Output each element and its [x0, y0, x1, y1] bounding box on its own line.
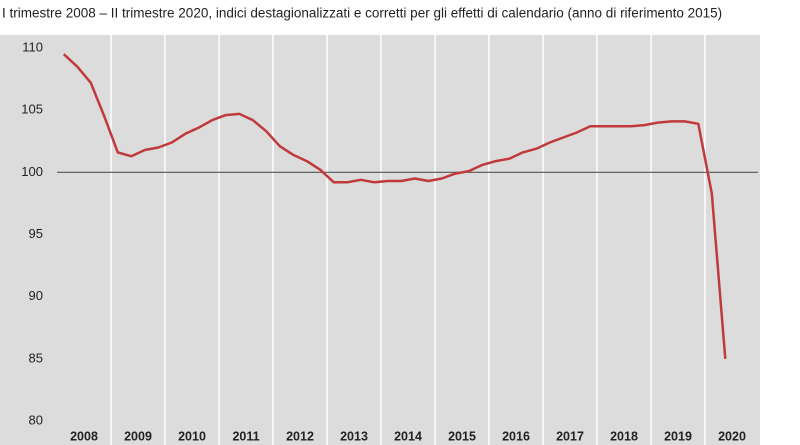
x-tick-label: 2015	[448, 429, 476, 443]
data-line	[62, 53, 727, 359]
y-tick-label: 85	[29, 350, 43, 365]
y-tick-label: 100	[21, 164, 43, 179]
x-tick-label: 2016	[502, 429, 530, 443]
x-tick-label: 2012	[286, 429, 314, 443]
chart-subtitle: I trimestre 2008 – II trimestre 2020, in…	[2, 6, 722, 21]
x-tick-label: 2018	[610, 429, 638, 443]
x-tick-label: 2014	[394, 429, 422, 443]
plot-background	[0, 35, 760, 445]
y-tick-label: 110	[22, 39, 43, 54]
y-tick-label: 90	[29, 288, 43, 303]
x-tick-label: 2019	[664, 429, 692, 443]
x-tick-label: 2020	[718, 429, 746, 443]
x-tick-label: 2010	[178, 429, 206, 443]
y-tick-label: 95	[29, 226, 43, 241]
y-tick-label: 105	[21, 102, 43, 117]
y-tick-label: 80	[29, 412, 43, 427]
x-tick-label: 2009	[124, 429, 152, 443]
x-tick-label: 2008	[70, 429, 98, 443]
x-tick-label: 2013	[340, 429, 368, 443]
x-tick-label: 2011	[232, 429, 259, 443]
x-tick-label: 2017	[556, 429, 584, 443]
